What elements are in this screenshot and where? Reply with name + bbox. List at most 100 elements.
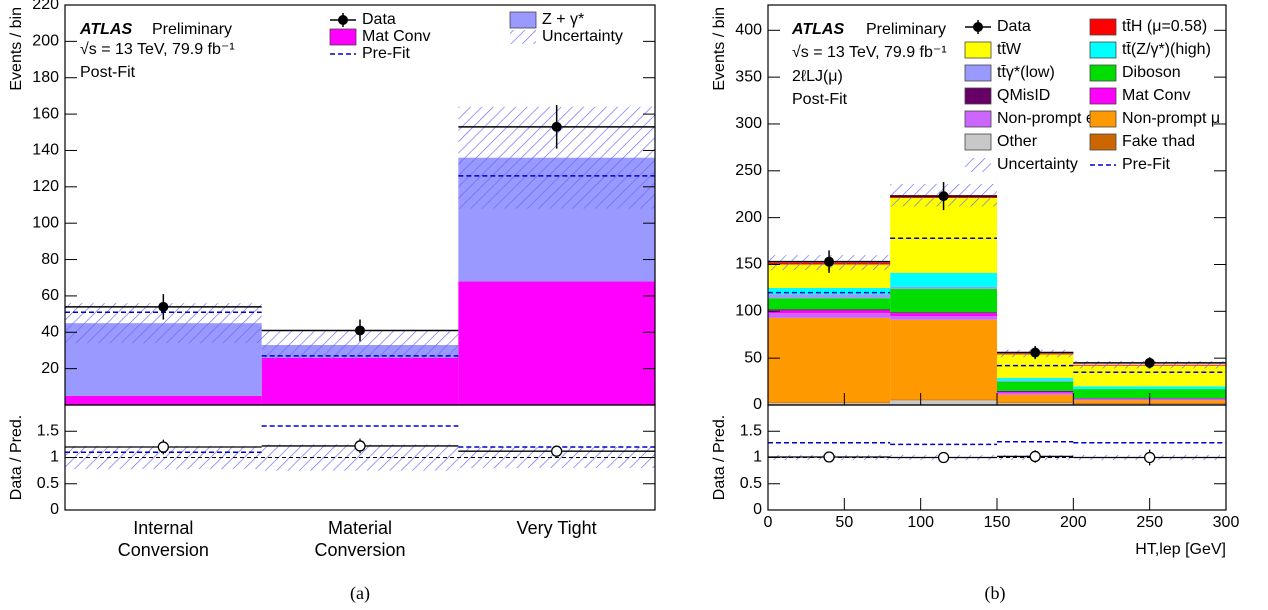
stack-bar (890, 286, 997, 289)
stack-bar (890, 288, 997, 313)
stack-bar (890, 400, 997, 405)
stack-bar (997, 377, 1074, 381)
legend-label: Mat Conv (1122, 87, 1190, 104)
stack-bar (768, 287, 891, 295)
y-tick-label: 100 (735, 303, 762, 320)
y-tick-label: 300 (735, 115, 762, 132)
stack-bar (458, 281, 655, 405)
stack-bar (768, 298, 891, 310)
x-tick-label: 50 (835, 514, 853, 531)
ratio-y-tick-label: 0.5 (37, 475, 59, 492)
stack-bar (768, 309, 891, 311)
stack-bar (768, 317, 891, 403)
ratio-y-tick-label: 1 (50, 449, 59, 466)
stack-bar (997, 391, 1074, 393)
y-tick-label: 60 (41, 287, 59, 304)
legend-label: tt̄(Z/γ*)(high) (1122, 41, 1211, 58)
y-tick-label: 20 (41, 360, 59, 377)
annotation: Preliminary (866, 21, 946, 38)
data-point (824, 256, 835, 267)
stack-bar (997, 392, 1074, 395)
legend-label: tt̄γ*(low) (997, 64, 1055, 81)
data-point (938, 191, 949, 202)
y-tick-label: 150 (735, 256, 762, 273)
x-category-label: Material Conversion (314, 518, 406, 560)
y-tick-label: 120 (32, 178, 59, 195)
y-tick-label: 180 (32, 69, 59, 86)
x-tick-label: 250 (1136, 514, 1163, 531)
legend-symbol (329, 28, 357, 46)
caption: (b) (985, 583, 1006, 604)
stack-bar (1073, 365, 1226, 387)
y-tick-label: 200 (735, 209, 762, 226)
legend-symbol (1089, 64, 1117, 82)
data-point (158, 301, 169, 312)
annotation: Post-Fit (792, 91, 848, 108)
ratio-point (937, 451, 950, 464)
annotation: Post-Fit (80, 64, 136, 81)
y-tick-label: 80 (41, 251, 59, 268)
legend-symbol (1089, 133, 1117, 151)
ratio-y-tick-label: 0.5 (740, 475, 762, 492)
legend-symbol (338, 15, 348, 25)
legend-label: Data (362, 11, 396, 28)
legend-symbol (964, 133, 992, 151)
stack-bar (997, 403, 1074, 405)
x-tick-label: 300 (1213, 514, 1240, 531)
legend-label: Fake τhad (1122, 133, 1195, 150)
legend-symbol (964, 41, 992, 59)
stack-bar (890, 272, 997, 287)
legend-symbol (964, 64, 992, 82)
ratio-point (354, 440, 366, 452)
annotation: 2ℓLJ(μ) (792, 68, 843, 85)
x-tick-label: 200 (1060, 514, 1087, 531)
x-category-label: Very Tight (516, 518, 597, 538)
stack-bar (1073, 386, 1226, 390)
ratio-point (551, 445, 563, 457)
legend-label: Data (997, 18, 1031, 35)
stack-bar (997, 402, 1074, 404)
ratio-y-axis-label: Data / Pred. (8, 415, 25, 500)
ratio-y-tick-label: 0 (753, 501, 762, 518)
stack-bar (768, 402, 891, 404)
stack-bar (261, 357, 459, 405)
annotation: ATLAS (79, 21, 132, 38)
legend-label: tt̄W (997, 41, 1022, 58)
annotation: √s = 13 TeV, 79.9 fb⁻¹ (792, 44, 947, 61)
legend-symbol (965, 158, 991, 172)
y-tick-label: 40 (41, 323, 59, 340)
ratio-y-tick-label: 1.5 (37, 422, 59, 439)
data-point (1030, 347, 1041, 358)
stack-bar (890, 313, 997, 317)
stack-bar (768, 310, 891, 314)
stack-bar (997, 380, 1074, 382)
stack-bar (890, 399, 997, 401)
data-point (1144, 357, 1155, 368)
legend-symbol (964, 87, 992, 105)
legend-symbol (510, 30, 536, 44)
y-tick-label: 160 (32, 105, 59, 122)
x-category-label: Internal Conversion (117, 518, 209, 560)
legend-symbol (973, 22, 983, 32)
legend-label: Other (997, 133, 1038, 150)
legend-label: Pre-Fit (1122, 156, 1171, 173)
ratio-y-tick-label: 1.5 (740, 422, 762, 439)
stack-bar (997, 354, 1074, 378)
y-tick-label: 200 (32, 33, 59, 50)
legend-symbol (1089, 110, 1117, 128)
legend-label: Mat Conv (362, 28, 430, 45)
y-tick-label: 250 (735, 162, 762, 179)
y-tick-label: 400 (735, 22, 762, 39)
legend-label: Non-prompt μ (1122, 110, 1220, 127)
ratio-y-tick-label: 1 (753, 449, 762, 466)
x-tick-label: 150 (984, 514, 1011, 531)
legend-symbol (1089, 87, 1117, 105)
stack-bar (768, 264, 891, 288)
y-tick-label: 0 (753, 396, 762, 413)
stack-bar (997, 390, 1074, 392)
legend-symbol (1089, 18, 1117, 36)
y-tick-label: 50 (744, 349, 762, 366)
ratio-point (823, 451, 835, 463)
